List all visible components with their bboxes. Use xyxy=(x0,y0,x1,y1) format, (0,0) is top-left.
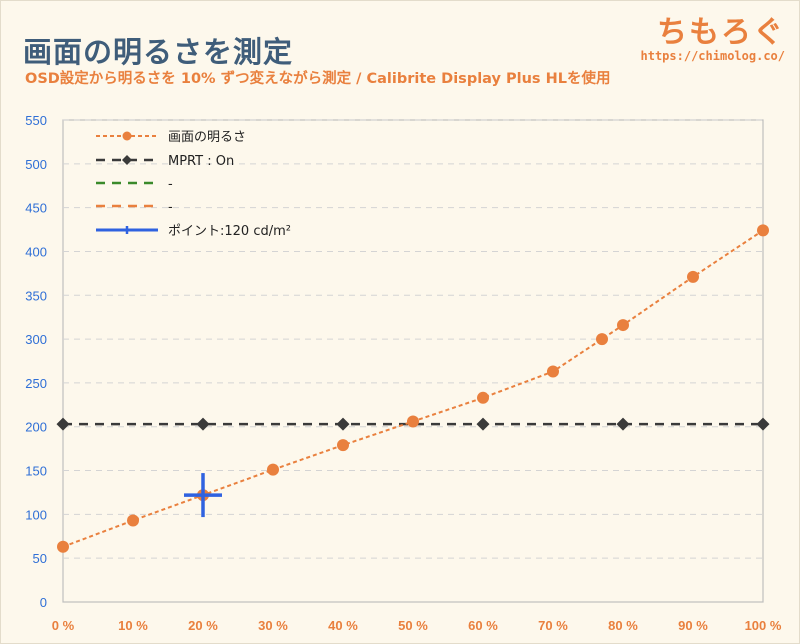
y-tick-label: 250 xyxy=(25,376,47,391)
y-tick-label: 200 xyxy=(25,420,47,435)
series-brightness-point xyxy=(407,415,419,428)
y-tick-label: 400 xyxy=(25,244,47,259)
series-brightness-point xyxy=(596,333,608,346)
x-tick-label: 20 % xyxy=(188,618,218,633)
x-tick-label: 40 % xyxy=(328,618,358,633)
x-tick-label: 10 % xyxy=(118,618,148,633)
series-mprt-point xyxy=(476,417,490,431)
series-mprt-point xyxy=(196,417,210,431)
series-brightness-point xyxy=(547,365,559,378)
y-tick-label: 100 xyxy=(25,507,47,522)
x-tick-label: 0 % xyxy=(52,618,75,633)
x-tick-label: 70 % xyxy=(538,618,568,633)
series-brightness-point xyxy=(127,514,139,527)
series-mprt-point xyxy=(756,417,770,431)
y-tick-label: 350 xyxy=(25,288,47,303)
y-tick-label: 50 xyxy=(33,551,47,566)
series-brightness-line xyxy=(62,229,764,548)
legend-label-mprt: MPRT : On xyxy=(168,154,234,169)
legend-label-point: ポイント:120 cd/m² xyxy=(168,224,291,239)
series-mprt-point xyxy=(336,417,350,431)
y-tick-label: 550 xyxy=(25,113,47,128)
series-brightness-point xyxy=(617,319,629,332)
y-tick-label: 0 xyxy=(40,595,47,610)
y-tick-label: 450 xyxy=(25,201,47,216)
legend-label-green: - xyxy=(168,177,173,192)
series-brightness-point xyxy=(57,540,69,553)
brand-name: ちもろぐ xyxy=(657,15,785,50)
x-tick-label: 30 % xyxy=(258,618,288,633)
plot-area-border xyxy=(62,119,764,603)
y-tick-label: 150 xyxy=(25,464,47,479)
legend-marker-mprt xyxy=(122,155,132,165)
x-tick-label: 50 % xyxy=(398,618,428,633)
brand-url: https://chimolog.co/ xyxy=(640,49,786,63)
series-brightness-point xyxy=(477,391,489,404)
legend-label-brightness: 画面の明るさ xyxy=(168,130,246,145)
series-mprt-point xyxy=(56,417,70,431)
legend-marker-brightness xyxy=(122,131,132,141)
chart-subtitle: OSD設定から明るさを 10% ずつ変えながら測定 / Calibrite Di… xyxy=(25,71,611,87)
x-tick-label: 100 % xyxy=(745,618,782,633)
series-brightness-point xyxy=(337,439,349,452)
chart-title: 画面の明るさを測定 xyxy=(23,35,294,69)
x-tick-label: 90 % xyxy=(678,618,708,633)
y-tick-label: 500 xyxy=(25,157,47,172)
x-tick-label: 80 % xyxy=(608,618,638,633)
x-tick-label: 60 % xyxy=(468,618,498,633)
series-mprt-point xyxy=(616,417,630,431)
brand-logo: ちもろぐ https://chimolog.co/ xyxy=(641,7,786,63)
series-brightness-point xyxy=(687,270,699,283)
y-tick-label: 300 xyxy=(25,332,47,347)
series-brightness-point xyxy=(757,224,769,237)
legend-label-orange: - xyxy=(168,200,173,215)
series-brightness-point xyxy=(267,463,279,476)
